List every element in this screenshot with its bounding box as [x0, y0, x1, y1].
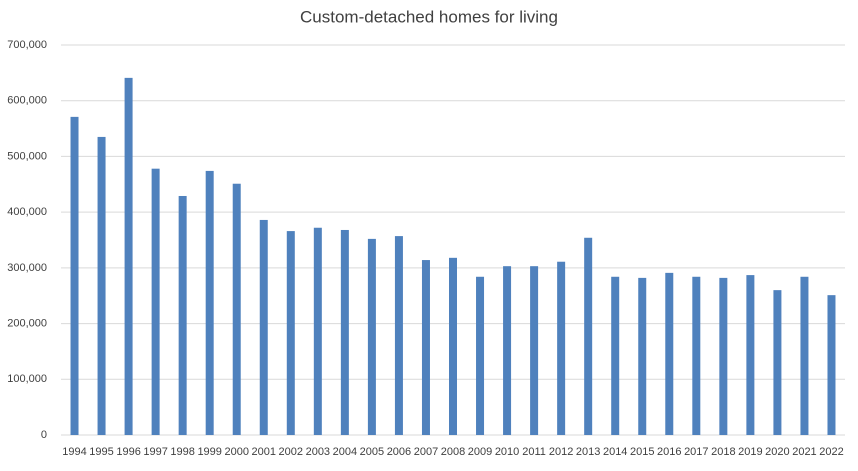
x-tick-label: 1998: [170, 446, 194, 458]
bar: [530, 266, 539, 435]
x-tick-label: 2006: [387, 446, 411, 458]
y-tick-label: 100,000: [7, 373, 47, 385]
bar: [97, 136, 106, 435]
bar: [124, 77, 133, 435]
x-tick-label: 1996: [116, 446, 140, 458]
x-tick-label: 2014: [603, 446, 627, 458]
x-tick-label: 2017: [684, 446, 708, 458]
bar: [638, 277, 647, 435]
x-tick-label: 2001: [252, 446, 276, 458]
bar: [286, 231, 295, 435]
x-tick-label: 2021: [792, 446, 816, 458]
x-tick-label: 1997: [143, 446, 167, 458]
x-tick-label: 2000: [224, 446, 248, 458]
bar: [611, 276, 620, 435]
bar: [367, 238, 376, 435]
bar: [232, 183, 241, 435]
bar: [665, 272, 674, 435]
x-tick-label: 2002: [279, 446, 303, 458]
y-tick-label: 700,000: [7, 39, 47, 51]
x-tick-label: 2020: [765, 446, 789, 458]
y-tick-label: 400,000: [7, 206, 47, 218]
bar: [151, 168, 160, 435]
bar: [503, 266, 512, 435]
x-tick-label: 2003: [306, 446, 330, 458]
bar: [449, 257, 457, 435]
x-tick-label: 2010: [495, 446, 519, 458]
x-tick-label: 2016: [657, 446, 681, 458]
x-tick-label: 2008: [441, 446, 465, 458]
bar: [70, 116, 79, 435]
y-tick-label: 600,000: [7, 95, 47, 107]
y-tick-label: 200,000: [7, 317, 47, 329]
x-tick-label: 2007: [414, 446, 438, 458]
x-tick-label: 2019: [738, 446, 762, 458]
bar: [205, 170, 214, 435]
bar: [421, 260, 430, 435]
x-tick-label: 2022: [819, 446, 843, 458]
bar: [692, 276, 701, 435]
bar: [827, 295, 836, 435]
x-tick-label: 2009: [468, 446, 492, 458]
bar: [476, 276, 485, 435]
bar: [800, 276, 809, 435]
bar: [178, 195, 187, 435]
bar: [340, 229, 349, 435]
x-tick-label: 2012: [549, 446, 573, 458]
y-tick-label: 500,000: [7, 150, 47, 162]
x-tick-label: 2015: [630, 446, 654, 458]
x-tick-label: 1999: [197, 446, 221, 458]
x-tick-label: 2011: [522, 446, 546, 458]
x-tick-label: 2013: [576, 446, 600, 458]
bar: [584, 237, 593, 435]
bar: [557, 261, 566, 435]
bar: [773, 290, 782, 435]
bar: [313, 227, 322, 435]
bar: [746, 275, 755, 435]
bar: [394, 236, 403, 435]
x-tick-label: 2004: [333, 446, 357, 458]
x-tick-label: 1994: [62, 446, 86, 458]
chart-title: Custom-detached homes for living: [300, 7, 558, 26]
x-tick-label: 1995: [89, 446, 113, 458]
bar: [719, 277, 728, 435]
bar: [259, 219, 268, 435]
x-tick-label: 2018: [711, 446, 735, 458]
x-tick-label: 2005: [360, 446, 384, 458]
y-tick-label: 300,000: [7, 262, 47, 274]
y-tick-label: 0: [41, 429, 47, 441]
